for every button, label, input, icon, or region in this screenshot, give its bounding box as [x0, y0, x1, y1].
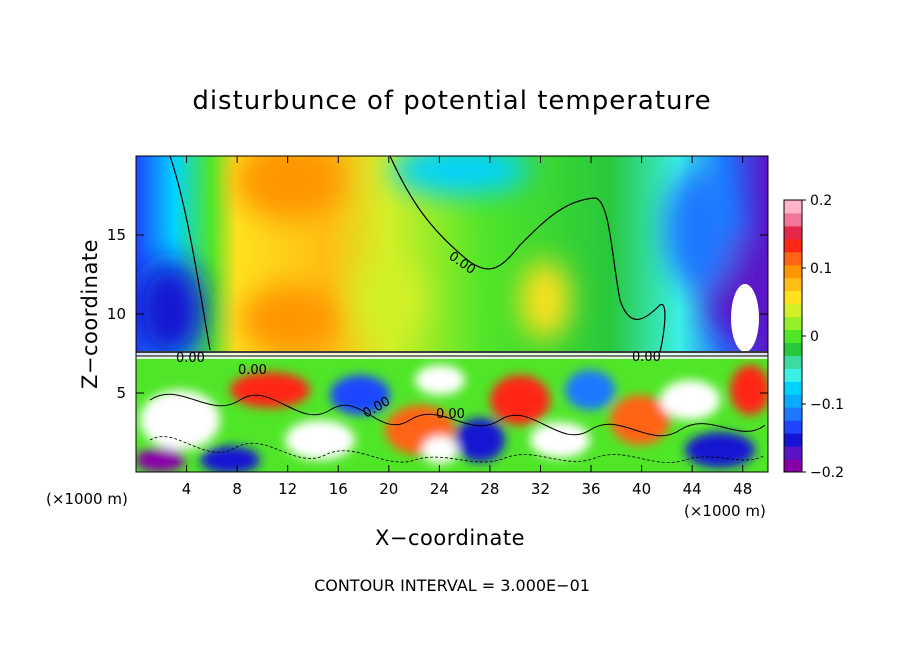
x-tick-label: 48	[733, 480, 752, 498]
x-unit-label-left: (×1000 m)	[46, 490, 128, 508]
x-tick-label: 32	[531, 480, 550, 498]
colorbar-swatch	[784, 212, 802, 227]
colorbar-swatch	[784, 264, 802, 279]
x-tick-label: 40	[632, 480, 651, 498]
x-tick-label: 16	[329, 480, 348, 498]
colorbar-swatch	[784, 446, 802, 460]
colorbar-swatch	[784, 290, 802, 305]
x-tick-label: 20	[379, 480, 398, 498]
colorbar-swatch	[784, 316, 802, 331]
colorbar-swatch	[784, 355, 802, 369]
colorbar-tick-label: 0.1	[810, 261, 832, 277]
x-unit-label-right: (×1000 m)	[684, 502, 766, 520]
colorbar-swatch	[784, 368, 802, 382]
x-axis-label: X−coordinate	[375, 526, 525, 550]
x-tick-label: 36	[581, 480, 600, 498]
colorbar: 0.2 0.1 0 −0.1 −0.2	[783, 193, 844, 481]
colorbar-tick-label: −0.1	[810, 397, 844, 413]
colorbar-tick-label: −0.2	[810, 465, 844, 481]
colorbar-tick-label: 0	[810, 329, 819, 345]
colorbar-tick-label: 0.2	[810, 193, 832, 209]
y-tick-label: 5	[116, 384, 126, 402]
x-tick-label: 8	[232, 480, 242, 498]
potential-temperature-field	[136, 156, 768, 472]
colorbar-swatch	[784, 329, 802, 343]
contour-label: 0.00	[632, 350, 661, 365]
x-tick-label: 4	[182, 480, 192, 498]
chart-title: disturbunce of potential temperature	[192, 86, 712, 116]
colorbar-swatch	[784, 407, 802, 421]
contour-label: 0.00	[436, 407, 465, 422]
colorbar-swatch	[784, 251, 802, 266]
colorbar-swatch	[784, 200, 802, 214]
x-tick-label: 12	[278, 480, 297, 498]
contour-label: 0.00	[238, 363, 267, 378]
colorbar-swatch	[784, 277, 802, 292]
contour-label: 0.00	[176, 351, 205, 366]
colorbar-swatch	[784, 342, 802, 356]
colorbar-swatch	[784, 394, 802, 408]
x-tick-label: 24	[430, 480, 449, 498]
colorbar-swatch	[784, 459, 802, 473]
x-tick-label: 28	[480, 480, 499, 498]
colorbar-swatch	[784, 303, 802, 318]
y-tick-label: 15	[107, 226, 126, 244]
x-tick-label: 44	[683, 480, 702, 498]
y-axis-label: Z−coordinate	[78, 239, 102, 389]
y-axis: 5 10 15	[107, 226, 768, 402]
y-tick-label: 10	[107, 305, 126, 323]
colorbar-swatch	[784, 433, 802, 447]
colorbar-swatch	[784, 238, 802, 253]
colorbar-swatch	[784, 381, 802, 395]
contour-interval-text: CONTOUR INTERVAL = 3.000E−01	[314, 576, 590, 595]
x-axis: 4 8 12 16 20 24 28 32 36 40 44 48	[182, 156, 752, 498]
colorbar-swatch	[784, 420, 802, 434]
colorbar-swatch	[784, 225, 802, 240]
